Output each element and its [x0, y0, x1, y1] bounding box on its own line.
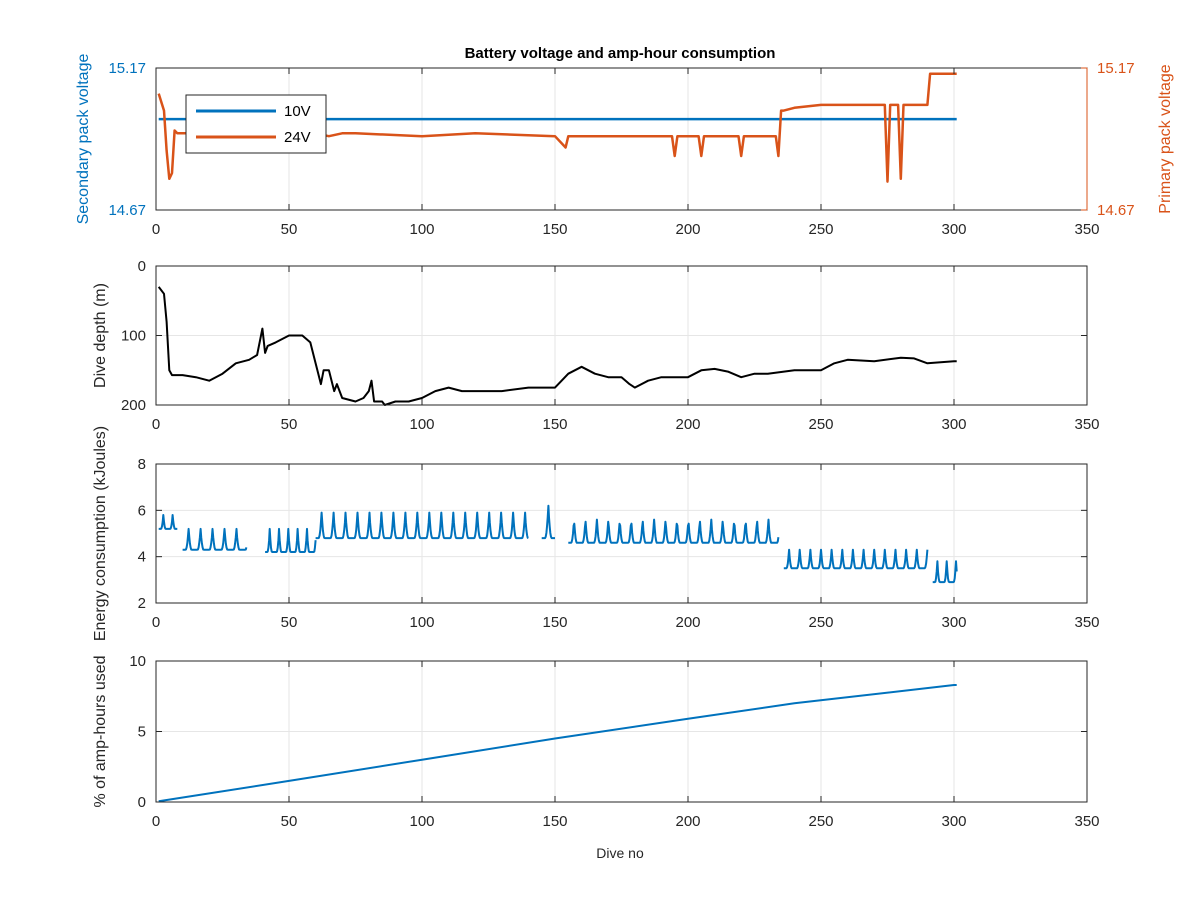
x-tick-label: 300 — [941, 416, 966, 433]
energy-series-segment — [568, 518, 780, 544]
x-tick-label: 200 — [675, 813, 700, 830]
x-tick-label: 150 — [542, 614, 567, 631]
series-line-panel2-series — [157, 286, 957, 406]
x-tick-label: 200 — [675, 614, 700, 631]
axes-box — [155, 463, 1088, 604]
y-axis-label: Dive depth (m) — [92, 283, 109, 388]
energy-series-segment — [783, 548, 929, 570]
x-tick-label: 50 — [281, 813, 298, 830]
y-tick-label: 0 — [138, 258, 146, 275]
x-tick-label: 300 — [941, 614, 966, 631]
y-axis-label: Energy consumption (kJoules) — [92, 426, 109, 641]
y-axis-label: % of amp-hours used — [92, 655, 109, 807]
y-tick-label: 10 — [129, 653, 146, 670]
y-tick-label: 2 — [138, 595, 146, 612]
x-tick-label: 150 — [542, 416, 567, 433]
x-tick-label: 150 — [542, 221, 567, 238]
x-tick-label: 250 — [808, 813, 833, 830]
energy-series-segment — [264, 527, 317, 553]
y-tick-label: 15.17 — [108, 60, 146, 77]
y-tick-label: 5 — [138, 724, 146, 741]
x-tick-label: 300 — [941, 221, 966, 238]
x-tick-label: 50 — [281, 614, 298, 631]
right-y-tick-label: 14.67 — [1097, 202, 1135, 219]
x-axis-label: Dive no — [596, 845, 644, 861]
energy-series-segment — [182, 527, 248, 551]
y-tick-label: 8 — [138, 456, 146, 473]
x-tick-label: 350 — [1074, 416, 1099, 433]
energy-series-segment — [541, 504, 556, 540]
x-tick-label: 250 — [808, 416, 833, 433]
x-tick-label: 200 — [675, 221, 700, 238]
energy-series-segment — [158, 514, 178, 530]
x-tick-label: 0 — [152, 416, 160, 433]
right-y-tick-label: 15.17 — [1097, 60, 1135, 77]
x-tick-label: 0 — [152, 614, 160, 631]
x-tick-label: 250 — [808, 221, 833, 238]
x-tick-label: 0 — [152, 813, 160, 830]
x-tick-label: 350 — [1074, 813, 1099, 830]
x-tick-label: 200 — [675, 416, 700, 433]
plots: 0 50 100 150 200 250 300 35014.6715.17Secondary… — [75, 54, 1174, 830]
series-line-panel4-series — [158, 684, 957, 803]
x-tick-label: 300 — [941, 813, 966, 830]
y-tick-label: 6 — [138, 502, 146, 519]
legend-box — [185, 94, 327, 154]
x-tick-label: 50 — [281, 416, 298, 433]
x-tick-label: 0 — [152, 221, 160, 238]
y-tick-label: 4 — [138, 549, 146, 566]
x-tick-label: 100 — [409, 221, 434, 238]
x-tick-label: 350 — [1074, 221, 1099, 238]
chart-title: Battery voltage and amp-hour consumption — [465, 45, 776, 62]
legend-label-10V: 10V — [284, 103, 311, 120]
x-tick-label: 250 — [808, 614, 833, 631]
y-tick-label: 100 — [121, 328, 146, 345]
legend-label-24V: 24V — [284, 129, 311, 146]
energy-series-segment — [932, 560, 958, 584]
y-tick-label: 0 — [138, 794, 146, 811]
x-tick-label: 150 — [542, 813, 567, 830]
y-tick-label: 14.67 — [108, 202, 146, 219]
y-tick-label: 200 — [121, 397, 146, 414]
x-tick-label: 100 — [409, 614, 434, 631]
x-tick-label: 100 — [409, 813, 434, 830]
x-tick-label: 100 — [409, 416, 434, 433]
right-y-axis-label: Primary pack voltage — [1157, 64, 1174, 213]
x-tick-label: 350 — [1074, 614, 1099, 631]
energy-series-segment — [315, 511, 529, 540]
y-axis-label: Secondary pack voltage — [75, 54, 92, 225]
x-tick-label: 50 — [281, 221, 298, 238]
